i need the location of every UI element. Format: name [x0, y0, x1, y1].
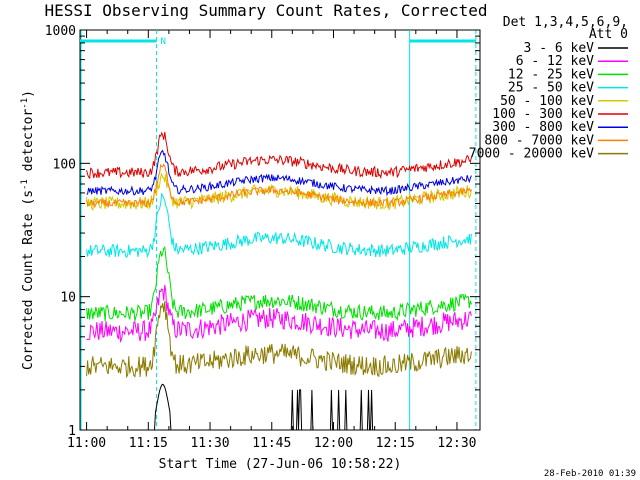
- series-line: [86, 301, 472, 379]
- legend-header-2: Att 0: [589, 27, 628, 42]
- footer-date: 28-Feb-2010 01:39: [544, 469, 636, 479]
- legend-entry-label: 25 - 50 keV: [508, 81, 594, 96]
- y-axis-label-sup1: -1: [20, 179, 30, 190]
- x-tick-label: 11:45: [252, 436, 291, 451]
- legend-entry-label: 7000 - 20000 keV: [469, 147, 594, 162]
- legend-entry-label: 12 - 25 keV: [508, 67, 594, 82]
- y-tick-label: 100: [53, 157, 76, 172]
- night-label: N: [161, 37, 166, 47]
- x-tick-label: 11:30: [190, 436, 229, 451]
- series-line: [86, 192, 472, 259]
- y-axis-label-end: ): [21, 90, 36, 98]
- y-axis-label-sup2: -1: [20, 98, 30, 109]
- y-tick-label: 1000: [45, 24, 76, 39]
- y-tick-label: 1: [68, 424, 76, 439]
- axes: 11:00 11:15 11:30 11:45 12:00 12:15 12:30 1 10 10…: [45, 24, 480, 451]
- y-tick-label: 10: [60, 291, 76, 306]
- legend-header-1: Det 1,3,4,5,6,9,: [503, 15, 628, 30]
- x-tick-label: 12:15: [376, 436, 415, 451]
- x-tick-label: 11:15: [129, 436, 168, 451]
- series-lines: [86, 131, 472, 431]
- series-line: [86, 163, 472, 209]
- series-line: [86, 245, 472, 322]
- legend-entry-label: 100 - 300 keV: [492, 107, 594, 122]
- legend-entry-label: 3 - 6 keV: [524, 41, 595, 56]
- legend-entry-label: 800 - 7000 keV: [484, 133, 594, 148]
- x-tick-label: 11:00: [67, 436, 106, 451]
- night-markers: N: [80, 30, 477, 430]
- x-axis-label: Start Time (27-Jun-06 10:58:22): [159, 457, 402, 472]
- chart-title: HESSI Observing Summary Count Rates, Cor…: [44, 1, 487, 20]
- legend-entry-label: 50 - 100 keV: [500, 94, 594, 109]
- x-tick-label: 12:00: [314, 436, 353, 451]
- y-axis-label-main: Corrected Count Rate (s: [21, 190, 36, 370]
- legend-entry-label: 6 - 12 keV: [516, 54, 594, 69]
- y-axis-label: Corrected Count Rate (s-1 detector-1): [20, 90, 36, 370]
- series-line: [86, 131, 472, 180]
- y-axis-label-mid: detector: [21, 109, 36, 180]
- series-line: [86, 383, 472, 431]
- legend-entry-label: 300 - 800 keV: [492, 120, 594, 135]
- x-tick-label: 12:30: [437, 436, 476, 451]
- series-line: [86, 149, 472, 197]
- series-line: [86, 284, 472, 344]
